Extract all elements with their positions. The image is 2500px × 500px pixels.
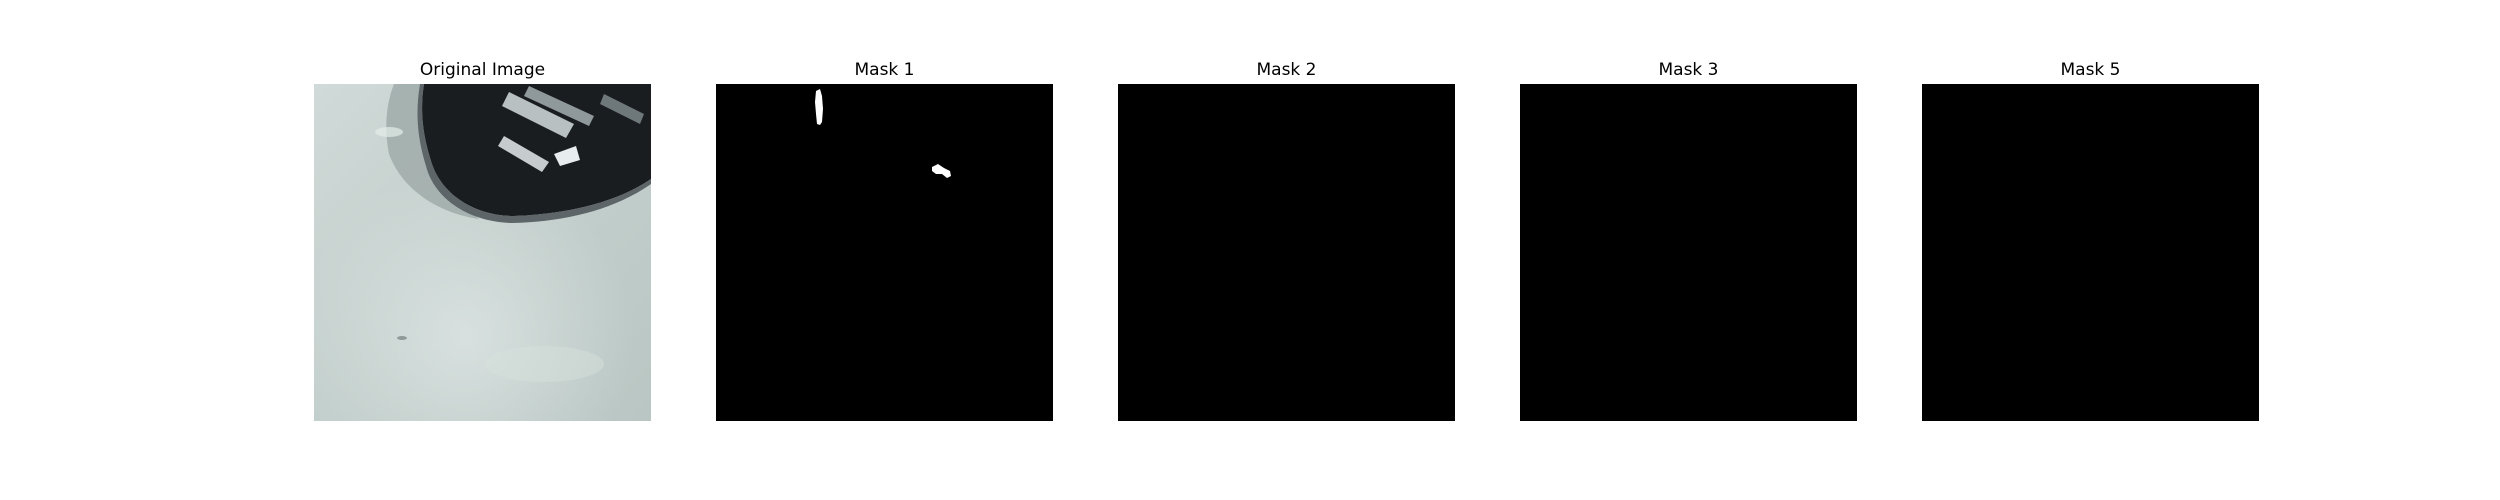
mask-5-drawing	[1922, 84, 2259, 421]
original-photo-drawing	[314, 84, 651, 421]
mask-3-drawing	[1520, 84, 1857, 421]
panel-original-image: Original Image	[314, 59, 651, 421]
panel-mask-3: Mask 3	[1520, 59, 1857, 421]
panel-mask-2: Mask 2	[1118, 59, 1455, 421]
panel-title: Mask 3	[1658, 60, 1719, 80]
photo-strip-1	[502, 92, 574, 138]
photo-strip-3	[498, 136, 549, 172]
mask-background	[1118, 84, 1455, 421]
mask-background	[1520, 84, 1857, 421]
mask-1-drawing	[716, 84, 1053, 421]
mask-2-drawing	[1118, 84, 1455, 421]
photo-strip-2	[524, 86, 594, 126]
mask-2-image	[1118, 84, 1455, 421]
panel-title: Mask 1	[854, 60, 915, 80]
photo-strip-5	[600, 94, 644, 124]
mask-1-image	[716, 84, 1053, 421]
panel-mask-5: Mask 5	[1922, 59, 2259, 421]
photo-smudge	[375, 127, 403, 137]
panel-mask-1: Mask 1	[716, 59, 1053, 421]
panel-title: Original Image	[419, 60, 546, 80]
photo-reflection	[484, 346, 604, 382]
photo-spot	[397, 336, 407, 340]
mask-5-image	[1922, 84, 2259, 421]
photo-strip-4	[554, 146, 580, 166]
panel-title: Mask 2	[1256, 60, 1317, 80]
mask-background	[716, 84, 1053, 421]
mask-region	[815, 89, 823, 125]
mask-3-image	[1520, 84, 1857, 421]
mask-region	[932, 164, 951, 178]
original-photo	[314, 84, 651, 421]
mask-background	[1922, 84, 2259, 421]
photo-object	[422, 84, 651, 216]
panel-title: Mask 5	[2060, 60, 2121, 80]
